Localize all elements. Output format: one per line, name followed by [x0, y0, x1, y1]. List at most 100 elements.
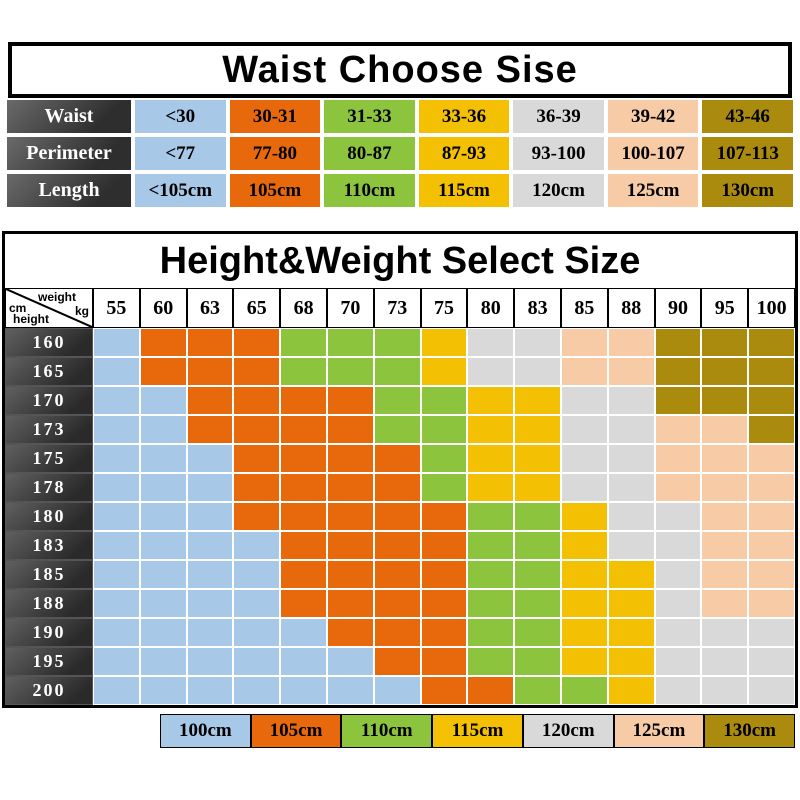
size-cell	[467, 676, 515, 705]
size-cell	[93, 502, 140, 531]
size-cell	[701, 589, 749, 618]
height-header-cell: 188	[5, 589, 93, 618]
size-cell	[139, 647, 187, 676]
size-cell	[514, 618, 561, 647]
size-cell	[280, 386, 327, 415]
size-cell	[607, 676, 655, 705]
size-cell	[233, 560, 281, 589]
size-cell	[373, 328, 421, 357]
size-cell	[560, 502, 608, 531]
size-cell	[373, 415, 421, 444]
size-cell	[701, 618, 749, 647]
size-cell	[748, 415, 795, 444]
size-cell	[280, 502, 327, 531]
size-cell	[701, 502, 749, 531]
size-cell	[139, 328, 187, 357]
size-cell	[514, 531, 561, 560]
waist-table-cell: 43-46	[700, 98, 795, 135]
size-cell	[560, 473, 608, 502]
size-cell	[420, 473, 468, 502]
height-header-cell: 165	[5, 357, 93, 386]
waist-table-cell: 130cm	[700, 172, 795, 209]
size-cell	[233, 618, 281, 647]
size-cell	[467, 415, 515, 444]
weight-header-cell: 70	[326, 288, 374, 328]
size-cell	[654, 560, 702, 589]
waist-table-title: Waist Choose Sise	[8, 42, 792, 98]
size-cell	[560, 560, 608, 589]
size-cell	[467, 473, 515, 502]
size-cell	[420, 386, 468, 415]
size-cell	[654, 589, 702, 618]
size-cell	[607, 415, 655, 444]
size-cell	[514, 328, 561, 357]
size-cell	[93, 589, 140, 618]
size-cell	[233, 386, 281, 415]
size-cell	[233, 415, 281, 444]
weight-header-cell: 85	[560, 288, 608, 328]
size-cell	[654, 618, 702, 647]
legend-item: 125cm	[613, 714, 705, 748]
size-cell	[607, 328, 655, 357]
size-cell	[186, 531, 234, 560]
size-cell	[654, 531, 702, 560]
size-cell	[467, 589, 515, 618]
weight-header-cell: 100	[748, 288, 795, 328]
size-cell	[654, 647, 702, 676]
size-cell	[607, 502, 655, 531]
size-cell	[373, 357, 421, 386]
waist-table-cell: 87-93	[416, 135, 512, 172]
size-cell	[607, 386, 655, 415]
size-cell	[654, 415, 702, 444]
size-cell	[139, 502, 187, 531]
size-cell	[280, 444, 327, 473]
size-cell	[701, 647, 749, 676]
size-cell	[607, 444, 655, 473]
size-cell	[373, 386, 421, 415]
size-cell	[326, 618, 374, 647]
size-cell	[233, 531, 281, 560]
size-cell	[326, 415, 374, 444]
height-header-cell: 178	[5, 473, 93, 502]
size-cell	[139, 386, 187, 415]
size-cell	[280, 531, 327, 560]
size-cell	[748, 647, 795, 676]
size-cell	[373, 531, 421, 560]
size-cell	[467, 444, 515, 473]
size-cell	[93, 415, 140, 444]
size-cell	[420, 676, 468, 705]
size-cell	[233, 444, 281, 473]
height-weight-section: Height&Weight Select Size weight kg cm heig…	[2, 231, 798, 708]
size-cell	[607, 647, 655, 676]
legend-item: 115cm	[432, 714, 523, 748]
size-cell	[420, 618, 468, 647]
height-header-cell: 190	[5, 618, 93, 647]
corner-weight-label: weight	[38, 290, 76, 304]
size-cell	[326, 444, 374, 473]
size-cell	[514, 444, 561, 473]
waist-row-label-waist: Waist	[5, 98, 133, 135]
size-cell	[467, 531, 515, 560]
waist-table-cell: 77-80	[227, 135, 323, 172]
size-cell	[233, 328, 281, 357]
waist-table-cell: 80-87	[322, 135, 417, 172]
size-cell	[139, 618, 187, 647]
waist-table-cell: 115cm	[416, 172, 512, 209]
size-cell	[467, 618, 515, 647]
weight-header-cell: 75	[420, 288, 468, 328]
size-cell	[186, 647, 234, 676]
weight-header-cell: 60	[139, 288, 187, 328]
size-cell	[560, 531, 608, 560]
size-cell	[326, 328, 374, 357]
size-cell	[280, 560, 327, 589]
size-cell	[93, 531, 140, 560]
size-cell	[607, 589, 655, 618]
size-cell	[186, 473, 234, 502]
size-cell	[326, 502, 374, 531]
size-cell	[701, 386, 749, 415]
size-cell	[654, 357, 702, 386]
waist-size-table: Waist <30 30-31 31-33 33-36 36-39 39-42 43-46 Pe…	[5, 98, 795, 209]
size-cell	[607, 357, 655, 386]
size-cell	[186, 386, 234, 415]
size-cell	[560, 444, 608, 473]
